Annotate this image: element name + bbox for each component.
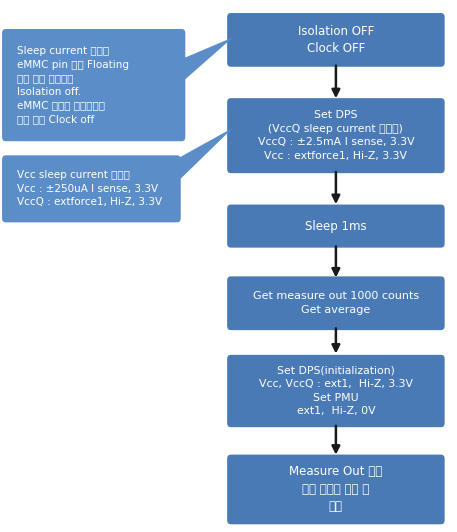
FancyBboxPatch shape bbox=[2, 155, 181, 222]
FancyBboxPatch shape bbox=[2, 29, 186, 142]
FancyBboxPatch shape bbox=[227, 98, 445, 173]
Text: Set DPS(initialization)
Vcc, VccQ : ext1,  Hi-Z, 3.3V
Set PMU
ext1,  Hi-Z, 0V: Set DPS(initialization) Vcc, VccQ : ext1… bbox=[259, 365, 413, 417]
Text: Get measure out 1000 counts
Get average: Get measure out 1000 counts Get average bbox=[253, 292, 419, 315]
Text: Set DPS
(VccQ sleep current 측정시)
VccQ : ±2.5mA I sense, 3.3V
Vcc : extforce1, Hi: Set DPS (VccQ sleep current 측정시) VccQ : … bbox=[258, 110, 414, 161]
FancyBboxPatch shape bbox=[227, 13, 445, 66]
Text: Measure Out 값을
전류 값으로 변환 후
리턴: Measure Out 값을 전류 값으로 변환 후 리턴 bbox=[289, 466, 383, 513]
FancyBboxPatch shape bbox=[227, 205, 445, 248]
Polygon shape bbox=[177, 128, 233, 182]
FancyBboxPatch shape bbox=[227, 355, 445, 427]
Text: Sleep current 측정시
eMMC pin 들이 Floating
되는 것을 막기위해
Isolation off.
eMMC 내부의 전력소모를
: Sleep current 측정시 eMMC pin 들이 Floating 되… bbox=[17, 46, 129, 124]
FancyBboxPatch shape bbox=[227, 454, 445, 525]
Text: Sleep 1ms: Sleep 1ms bbox=[305, 220, 367, 232]
Text: Isolation OFF
Clock OFF: Isolation OFF Clock OFF bbox=[298, 24, 374, 55]
FancyBboxPatch shape bbox=[227, 277, 445, 330]
Text: Vcc sleep current 측정시
Vcc : ±250uA I sense, 3.3V
VccQ : extforce1, Hi-Z, 3.3V: Vcc sleep current 측정시 Vcc : ±250uA I sen… bbox=[17, 170, 162, 207]
Polygon shape bbox=[181, 37, 233, 82]
